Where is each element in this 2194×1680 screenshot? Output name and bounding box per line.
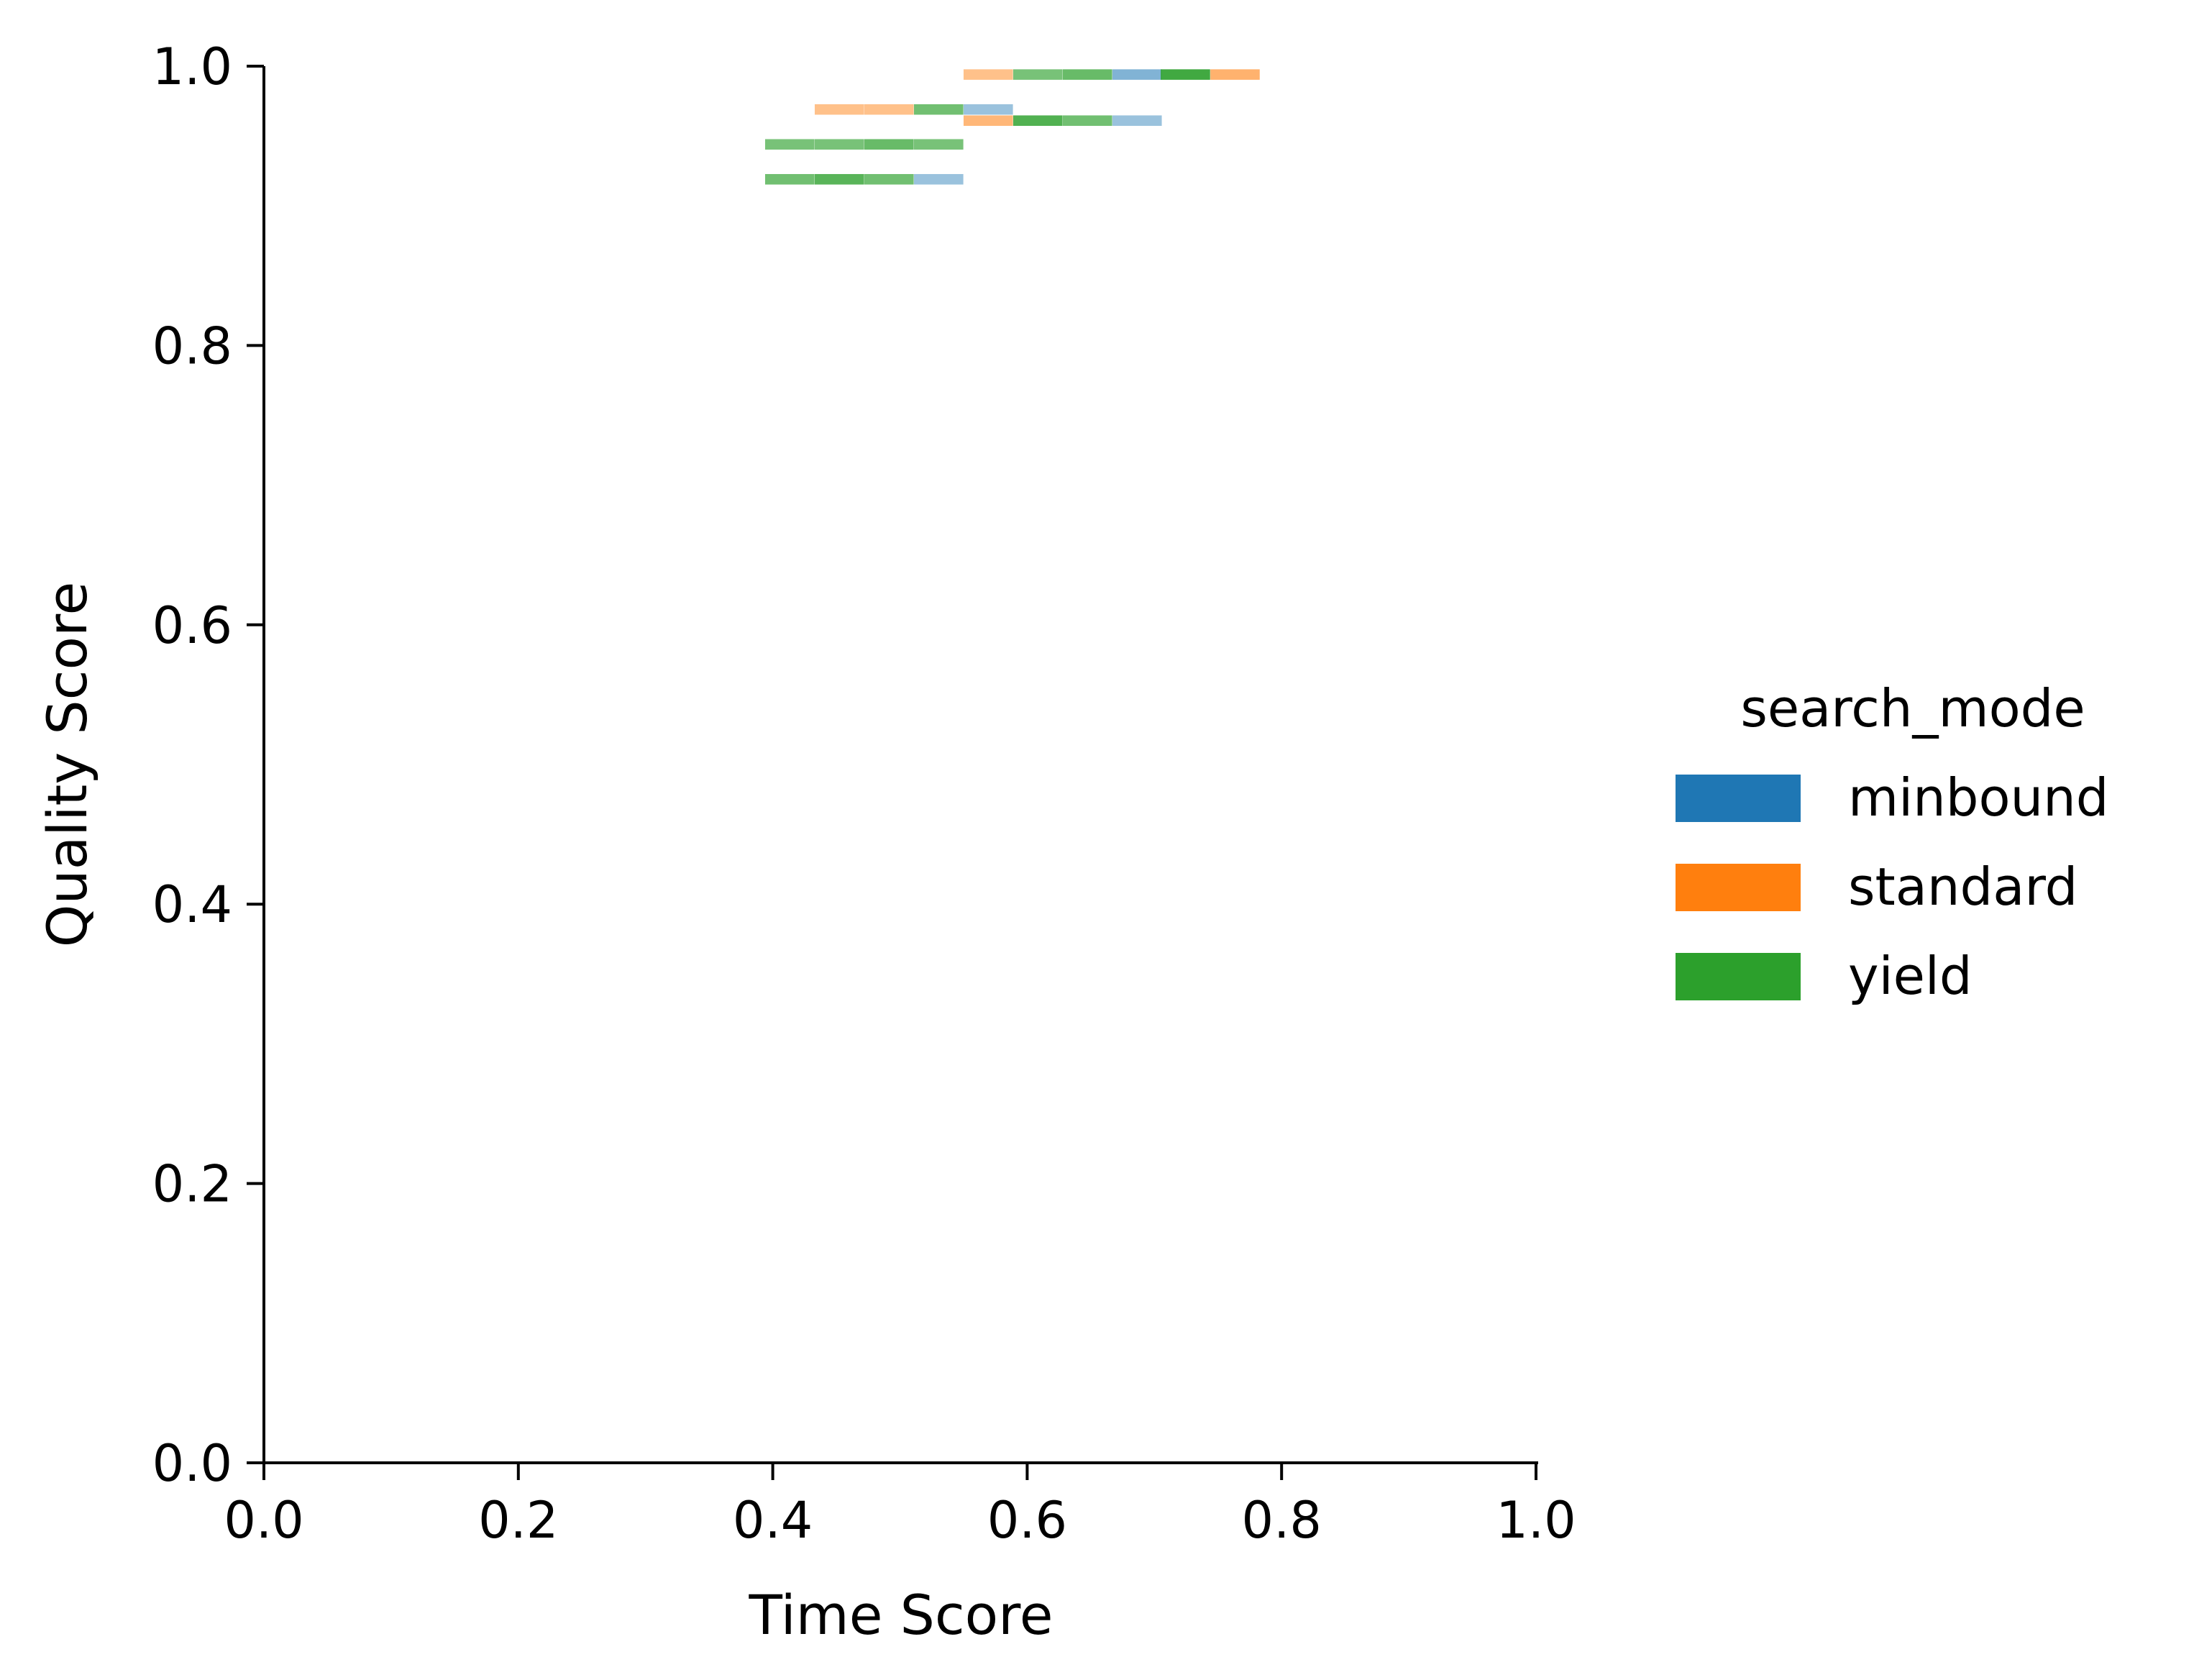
cell-minbound-9: [963, 104, 1013, 115]
cell-standard-10: [963, 115, 1013, 127]
cell-minbound-21: [913, 174, 964, 185]
x-tick-label: 0.4: [733, 1491, 813, 1550]
cell-standard-7: [864, 104, 914, 115]
cell-standard-5: [1210, 69, 1260, 80]
cell-yield-15: [814, 139, 864, 150]
cell-minbound-13: [1112, 115, 1162, 127]
x-tick-label: 0.0: [224, 1491, 303, 1550]
cell-yield-20: [864, 174, 914, 185]
x-ticks: 0.0 0.2 0.4 0.6 0.8 1.0: [224, 1463, 1576, 1550]
legend-swatch-minbound: [1676, 775, 1801, 822]
cell-yield-8: [913, 104, 964, 115]
legend-title: search_mode: [1740, 678, 2085, 739]
cell-yield-11: [1013, 115, 1063, 127]
x-axis-label: Time Score: [748, 1583, 1053, 1647]
x-tick-label: 0.8: [1242, 1491, 1322, 1550]
cell-yield-2: [1062, 69, 1112, 80]
legend-entries: minbound standard yield: [1676, 767, 2109, 1006]
cell-standard-0: [963, 69, 1013, 80]
y-axis-label: Quality Score: [35, 582, 99, 948]
legend-swatch-standard: [1676, 864, 1801, 911]
x-tick-label: 1.0: [1496, 1491, 1576, 1550]
cell-yield-12: [1062, 115, 1112, 127]
y-tick-label: 0.2: [152, 1155, 232, 1214]
y-tick-label: 0.0: [152, 1434, 232, 1493]
legend: search_mode minbound standard yield: [1676, 678, 2109, 1006]
y-ticks: 0.0 0.2 0.4 0.6 0.8 1.0: [152, 37, 264, 1493]
x-tick-label: 0.6: [987, 1491, 1067, 1550]
cell-yield-4: [1161, 69, 1210, 80]
cell-yield-16: [864, 139, 914, 150]
legend-label-minbound: minbound: [1848, 767, 2109, 828]
cell-yield-17: [913, 139, 964, 150]
cell-yield-14: [764, 139, 815, 150]
heatmap-cells: [764, 69, 1260, 185]
cell-standard-6: [814, 104, 864, 115]
cell-minbound-3: [1112, 69, 1162, 80]
x-tick-label: 0.2: [478, 1491, 558, 1550]
legend-label-standard: standard: [1848, 857, 2078, 917]
y-tick-label: 0.4: [152, 875, 232, 934]
y-tick-label: 0.8: [152, 316, 232, 375]
cell-yield-18: [764, 174, 815, 185]
legend-swatch-yield: [1676, 953, 1801, 1000]
cell-yield-1: [1013, 69, 1063, 80]
y-tick-label: 1.0: [152, 37, 232, 96]
legend-label-yield: yield: [1848, 946, 1973, 1006]
y-tick-label: 0.6: [152, 596, 232, 655]
cell-yield-19: [814, 174, 864, 185]
